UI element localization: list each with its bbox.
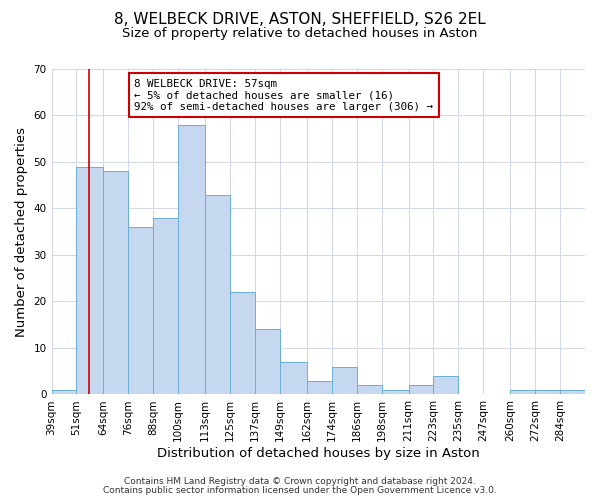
Bar bbox=[433, 376, 458, 394]
Text: Contains public sector information licensed under the Open Government Licence v3: Contains public sector information licen… bbox=[103, 486, 497, 495]
Bar bbox=[307, 380, 332, 394]
Bar bbox=[255, 330, 280, 394]
Bar bbox=[52, 390, 76, 394]
Bar bbox=[178, 125, 205, 394]
Bar bbox=[205, 194, 230, 394]
Bar bbox=[510, 390, 535, 394]
Bar bbox=[356, 385, 382, 394]
X-axis label: Distribution of detached houses by size in Aston: Distribution of detached houses by size … bbox=[157, 447, 479, 460]
Y-axis label: Number of detached properties: Number of detached properties bbox=[15, 126, 28, 336]
Bar bbox=[103, 172, 128, 394]
Text: 8 WELBECK DRIVE: 57sqm
← 5% of detached houses are smaller (16)
92% of semi-deta: 8 WELBECK DRIVE: 57sqm ← 5% of detached … bbox=[134, 79, 433, 112]
Text: 8, WELBECK DRIVE, ASTON, SHEFFIELD, S26 2EL: 8, WELBECK DRIVE, ASTON, SHEFFIELD, S26 … bbox=[114, 12, 486, 28]
Bar bbox=[560, 390, 585, 394]
Bar bbox=[153, 218, 178, 394]
Bar bbox=[230, 292, 255, 394]
Bar bbox=[280, 362, 307, 394]
Bar bbox=[332, 366, 356, 394]
Text: Contains HM Land Registry data © Crown copyright and database right 2024.: Contains HM Land Registry data © Crown c… bbox=[124, 477, 476, 486]
Bar bbox=[409, 385, 433, 394]
Bar bbox=[128, 227, 153, 394]
Text: Size of property relative to detached houses in Aston: Size of property relative to detached ho… bbox=[122, 28, 478, 40]
Bar bbox=[382, 390, 409, 394]
Bar bbox=[76, 166, 103, 394]
Bar bbox=[535, 390, 560, 394]
